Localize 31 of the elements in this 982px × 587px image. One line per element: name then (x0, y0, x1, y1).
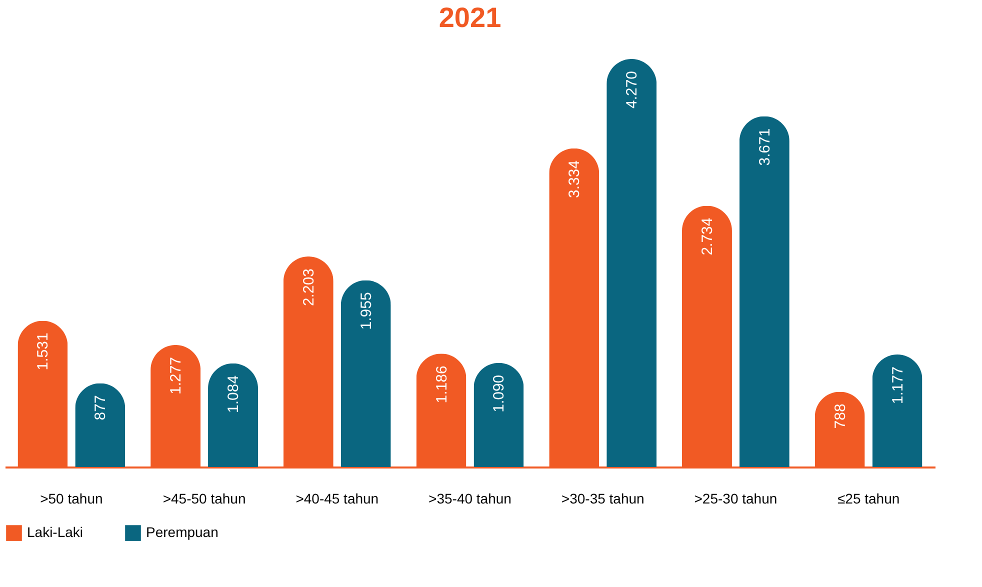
x-tick-label: ≤25 tahun (837, 490, 900, 506)
bar (75, 383, 126, 467)
data-label: 2.203 (300, 268, 318, 306)
x-tick-label: >35-40 tahun (428, 490, 512, 506)
data-label: 1.277 (168, 356, 185, 395)
bar (739, 116, 790, 467)
bar (474, 362, 524, 467)
chart-title: 2021 (438, 2, 502, 33)
bar (606, 58, 657, 467)
data-label: 877 (92, 395, 110, 420)
legend-label: Perempuan (146, 524, 218, 540)
legend-label: Laki-Laki (27, 524, 84, 540)
data-label: 1.531 (34, 332, 52, 370)
data-label: 2.734 (698, 218, 716, 256)
data-label: 1.084 (225, 375, 242, 413)
bar (340, 280, 391, 467)
data-label: 1.090 (490, 374, 508, 412)
x-tick-label: >40-45 tahun (296, 490, 379, 506)
data-label: 3.334 (566, 160, 584, 198)
data-label: 1.186 (433, 366, 450, 404)
x-tick-label: >45-50 tahun (162, 490, 246, 506)
x-tick-label: >50 tahun (40, 490, 103, 506)
data-label: 3.671 (756, 128, 774, 166)
data-label: 4.270 (624, 70, 641, 109)
bar (872, 354, 922, 467)
bar (208, 363, 258, 467)
x-tick-label: >30-35 tahun (561, 490, 644, 506)
data-label: 1.177 (889, 366, 906, 404)
data-label: 1.955 (358, 292, 375, 330)
data-label: 788 (832, 404, 849, 429)
x-tick-label: >25-30 tahun (694, 490, 778, 506)
